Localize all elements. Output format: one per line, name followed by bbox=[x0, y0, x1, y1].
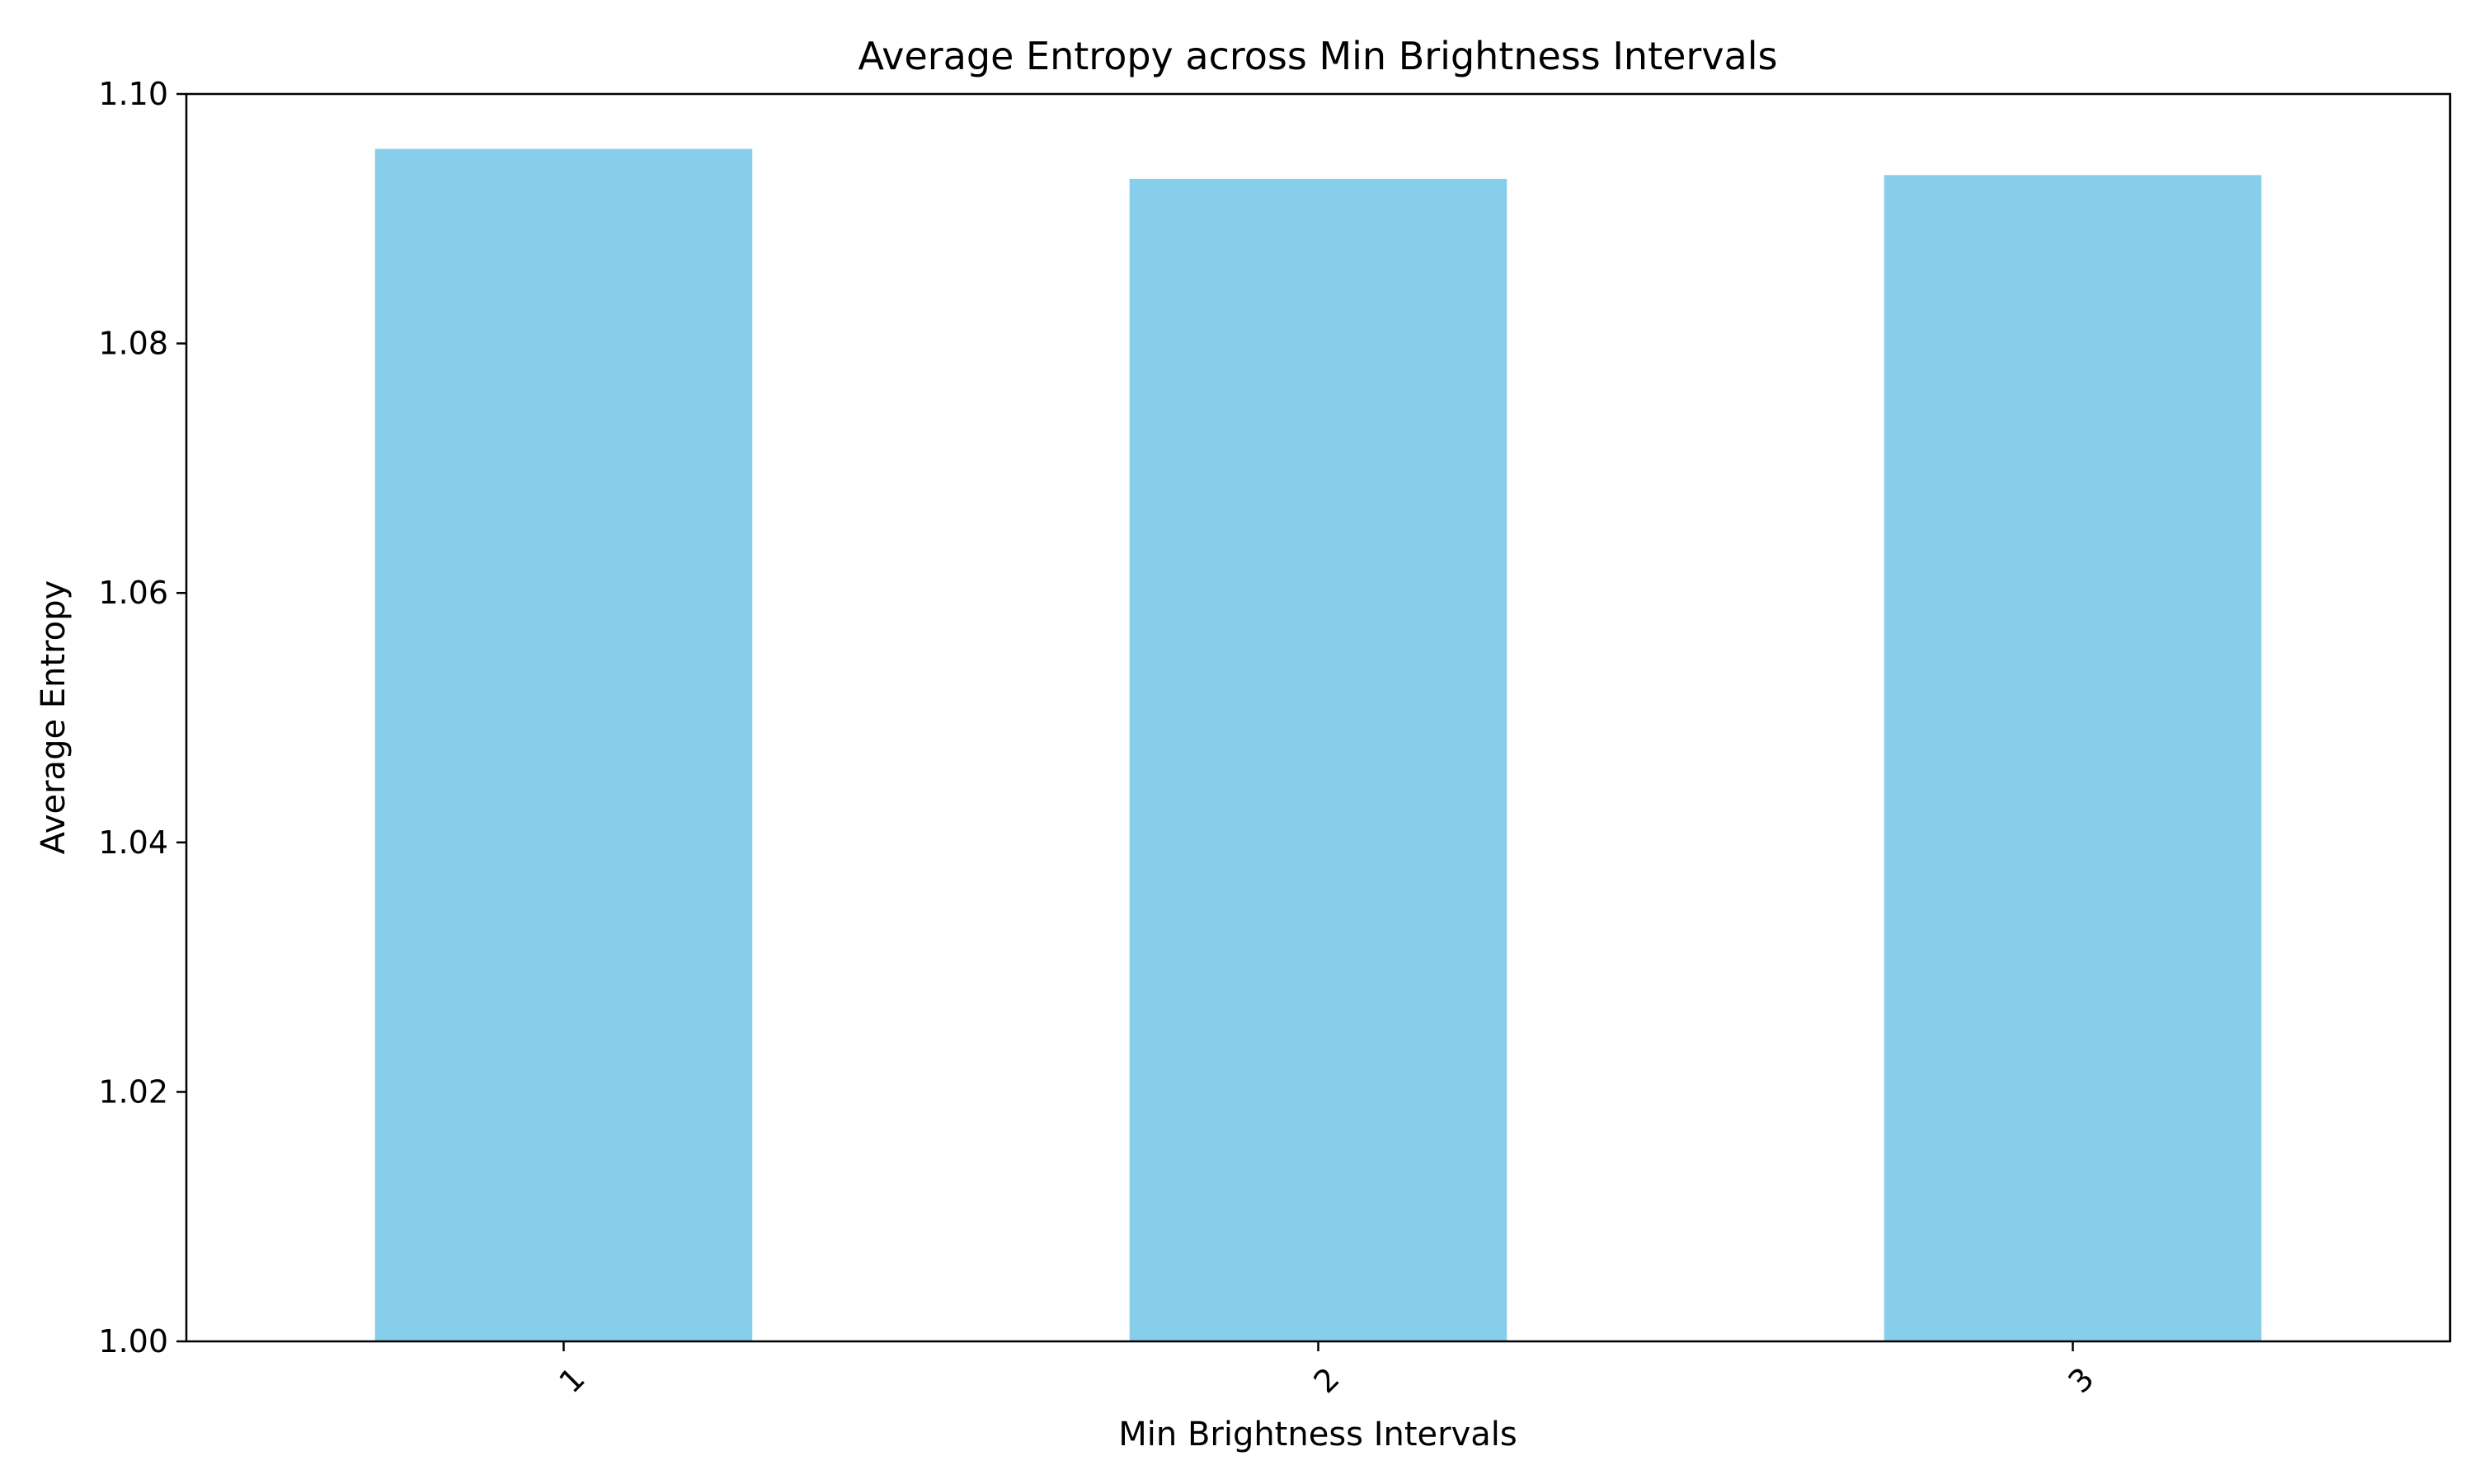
bars-group bbox=[374, 148, 2262, 1342]
bar-2 bbox=[1129, 178, 1507, 1341]
y-tick-label: 1.06 bbox=[98, 575, 168, 611]
x-axis-ticks: 1 2 3 bbox=[552, 1341, 2101, 1400]
plot-frame bbox=[185, 92, 2452, 1343]
y-axis-ticks: 1.00 1.02 1.04 1.06 1.08 1.10 bbox=[98, 76, 186, 1360]
y-tick-label: 1.04 bbox=[98, 824, 168, 861]
y-axis-label: Average Entropy bbox=[35, 580, 73, 854]
x-axis-label: Min Brightness Intervals bbox=[1118, 1416, 1517, 1453]
y-tick-label: 1.08 bbox=[98, 326, 168, 362]
bar-1 bbox=[374, 148, 753, 1341]
y-tick-label: 1.10 bbox=[98, 76, 168, 112]
x-tick-label: 2 bbox=[1306, 1360, 1346, 1400]
bar-3 bbox=[1884, 175, 2262, 1342]
y-tick-label: 1.00 bbox=[98, 1323, 168, 1360]
x-tick-label: 3 bbox=[2061, 1360, 2100, 1400]
chart-title: Average Entropy across Min Brightness In… bbox=[858, 34, 1778, 78]
x-tick-label: 1 bbox=[552, 1360, 591, 1400]
y-tick-label: 1.02 bbox=[98, 1073, 168, 1110]
